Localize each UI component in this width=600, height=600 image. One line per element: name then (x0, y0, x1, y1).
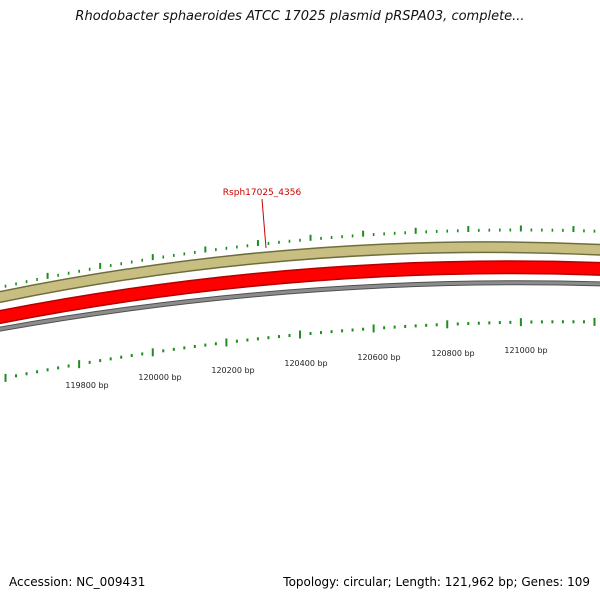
map-title: Rhodobacter sphaeroides ATCC 17025 plasm… (75, 9, 525, 24)
outer-track (0, 242, 600, 302)
tick-label: 120400 bp (284, 359, 327, 368)
tick-label: 119800 bp (65, 381, 108, 390)
tick-label: 121000 bp (504, 346, 547, 355)
backbone (0, 281, 600, 331)
tick-label: 120800 bp (431, 349, 474, 358)
upper-gc-marks (4, 225, 596, 288)
tick-label: 120000 bp (138, 373, 181, 382)
lower-tick-marks (4, 317, 596, 382)
gene-label[interactable]: Rsph17025_4356 (223, 188, 302, 198)
gene-track (0, 261, 600, 323)
gene-label-leader (261, 198, 267, 249)
tracks (0, 241, 600, 332)
tick-label: 120600 bp (357, 353, 400, 362)
accession-text: Accession: NC_009431 (9, 575, 146, 589)
tick-label: 120200 bp (211, 366, 254, 375)
tick-labels: 119800 bp 120000 bp 120200 bp 120400 bp 1206… (65, 346, 547, 390)
topology-text: Topology: circular; Length: 121,962 bp; … (283, 575, 590, 589)
